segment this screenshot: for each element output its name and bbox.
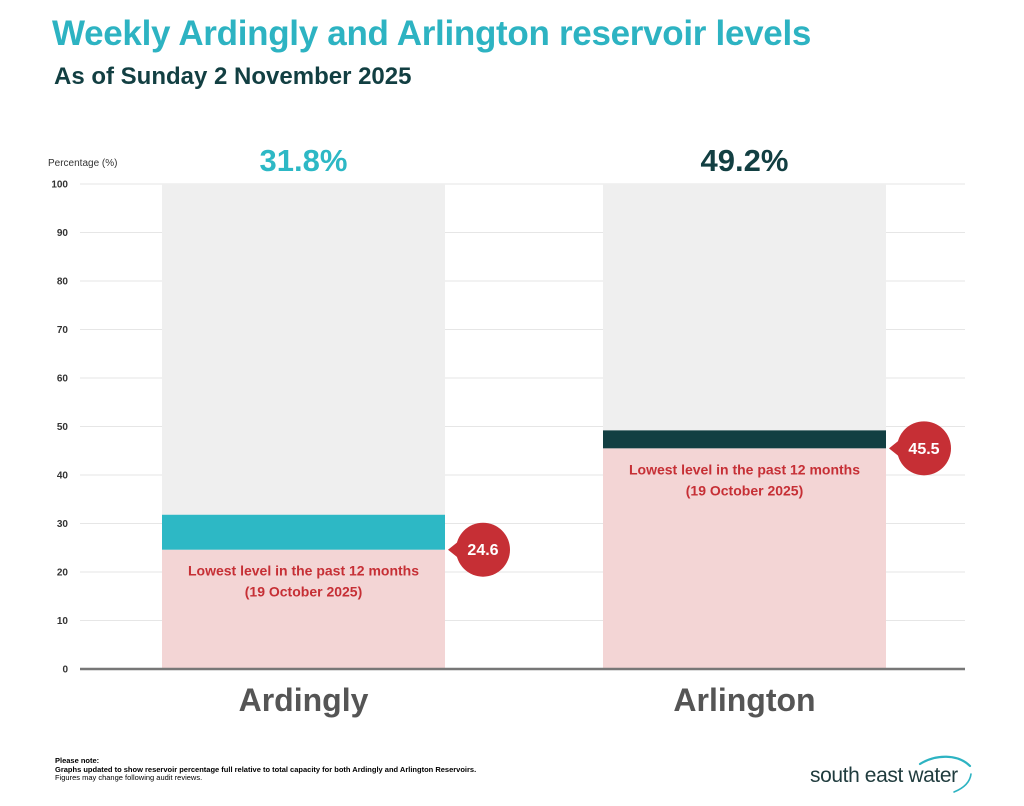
lowest-badge-arlington: [897, 421, 951, 476]
footnote: Please note: Graphs updated to show rese…: [55, 756, 477, 783]
wave-logo-icon: [918, 755, 972, 793]
lowest-label-line1-arlington: Lowest level in the past 12 months: [629, 461, 860, 477]
lowest-badge-value-ardingly: 24.6: [467, 542, 498, 559]
category-label-ardingly: Ardingly: [239, 682, 369, 718]
lowest-level-region-ardingly: [162, 549, 445, 669]
category-label-arlington: Arlington: [673, 682, 815, 718]
lowest-label-line1-ardingly: Lowest level in the past 12 months: [188, 563, 419, 579]
footnote-line-1: Graphs updated to show reservoir percent…: [55, 764, 477, 774]
lowest-badge-value-arlington: 45.5: [908, 441, 939, 458]
y-tick-label: 30: [57, 519, 69, 530]
y-tick-label: 40: [57, 471, 69, 482]
y-tick-label: 70: [57, 325, 69, 336]
y-tick-label: 80: [57, 277, 69, 288]
y-tick-label: 100: [51, 180, 68, 191]
lowest-level-region-arlington: [603, 448, 886, 669]
lowest-badge-ardingly: [456, 522, 510, 577]
y-tick-label: 90: [57, 228, 69, 239]
footnote-line-2: Figures may change following audit revie…: [55, 773, 203, 782]
current-level-band-arlington: [603, 430, 886, 449]
y-tick-label: 50: [57, 422, 69, 433]
y-axis-label: Percentage (%): [48, 158, 117, 169]
value-label-arlington: 49.2%: [701, 143, 789, 178]
y-tick-label: 0: [62, 665, 68, 676]
lowest-label-line2-arlington: (19 October 2025): [686, 482, 804, 498]
logo-text: south east water: [810, 764, 958, 787]
footnote-heading: Please note:: [55, 756, 100, 765]
chart-title: Weekly Ardingly and Arlington reservoir …: [52, 14, 812, 53]
y-tick-label: 60: [57, 374, 69, 385]
value-label-ardingly: 31.8%: [260, 143, 348, 178]
y-tick-label: 10: [57, 616, 69, 627]
lowest-label-line2-ardingly: (19 October 2025): [245, 584, 363, 600]
south-east-water-logo: south east water: [808, 752, 978, 796]
current-level-band-ardingly: [162, 514, 445, 550]
chart-subtitle: As of Sunday 2 November 2025: [54, 63, 412, 90]
y-tick-label: 20: [57, 568, 69, 579]
